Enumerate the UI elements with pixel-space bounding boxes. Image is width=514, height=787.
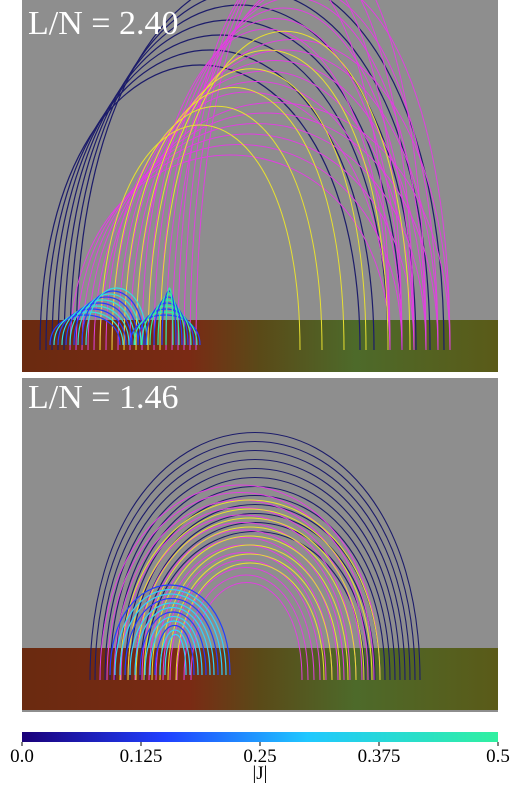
tick-label: 0.0 [10,746,34,767]
field-line [189,0,415,351]
field-line [39,64,361,351]
field-line [137,308,195,346]
field-line [75,0,445,351]
field-line [153,7,415,351]
colorbar [22,732,498,742]
field-line [167,553,333,681]
field-line [77,293,142,346]
field-line [183,574,309,681]
field-line [114,589,227,676]
field-line [159,30,411,351]
field-line [147,49,389,351]
field-line [69,154,391,351]
field-line [165,287,174,346]
field-line [159,629,191,676]
field-line [120,507,363,681]
field-line [162,552,327,681]
field-line [134,606,211,676]
field-line [129,602,215,676]
colorbar-title: |J| [252,763,267,784]
field-line [94,441,416,681]
field-line [124,597,219,676]
field-line [183,0,403,351]
field-line [87,123,427,351]
field-line [127,514,357,681]
field-line [109,584,231,676]
field-line [129,504,381,681]
ground-band [22,648,498,710]
field-line [157,293,180,346]
field-line [129,314,201,346]
field-line [141,28,391,351]
field-line [105,91,391,351]
field-line [93,112,439,351]
field-line [143,526,357,681]
tick-label: 0.125 [120,746,163,767]
field-line [164,633,187,676]
field-line [149,620,199,676]
field-line [53,311,124,346]
field-lines [39,0,451,351]
field-lines [89,431,421,681]
field-line [106,492,375,681]
field-line [69,299,136,346]
field-line [159,544,341,681]
field-line [139,611,207,676]
field-line [141,529,345,681]
field-line [123,87,345,351]
field-line [99,484,381,681]
tick-label: 0.5 [486,746,510,767]
field-line [119,486,391,681]
field-line [135,68,367,351]
field-line [104,458,406,681]
field-line [133,311,198,346]
field-line [119,499,381,681]
field-line [154,624,195,676]
field-line [176,567,315,681]
field-line [177,0,391,351]
field-line [75,144,403,351]
field-line [111,105,323,351]
field-line [159,0,427,351]
field-line [190,582,303,681]
field-line [135,39,451,351]
field-line [147,18,403,351]
field-line [195,0,427,351]
panel-label: L/N = 1.46 [28,379,178,416]
tick-label: 0.25 [243,746,276,767]
field-line [114,477,396,681]
field-line [119,593,223,676]
ground-band [22,320,498,372]
field-line [89,431,421,681]
field-line [151,535,349,681]
panel-label: L/N = 2.40 [28,5,178,42]
field-line [148,537,339,681]
field-line [73,296,139,346]
field-line [61,305,130,346]
field-line [165,0,439,351]
field-line [124,494,386,681]
field-line [81,133,415,351]
field-line [144,616,203,676]
field-line [65,302,133,346]
field-line [161,290,177,346]
tick-label: 0.375 [358,746,401,767]
field-line [69,0,431,351]
field-line [49,314,121,346]
field-line [127,508,373,681]
colorbar-ticks: 0.0 0.125 0.25 0.375 0.5 [10,742,510,767]
field-line [171,0,451,351]
field-line [169,559,321,681]
field-line [99,124,301,351]
field-line [99,450,411,681]
